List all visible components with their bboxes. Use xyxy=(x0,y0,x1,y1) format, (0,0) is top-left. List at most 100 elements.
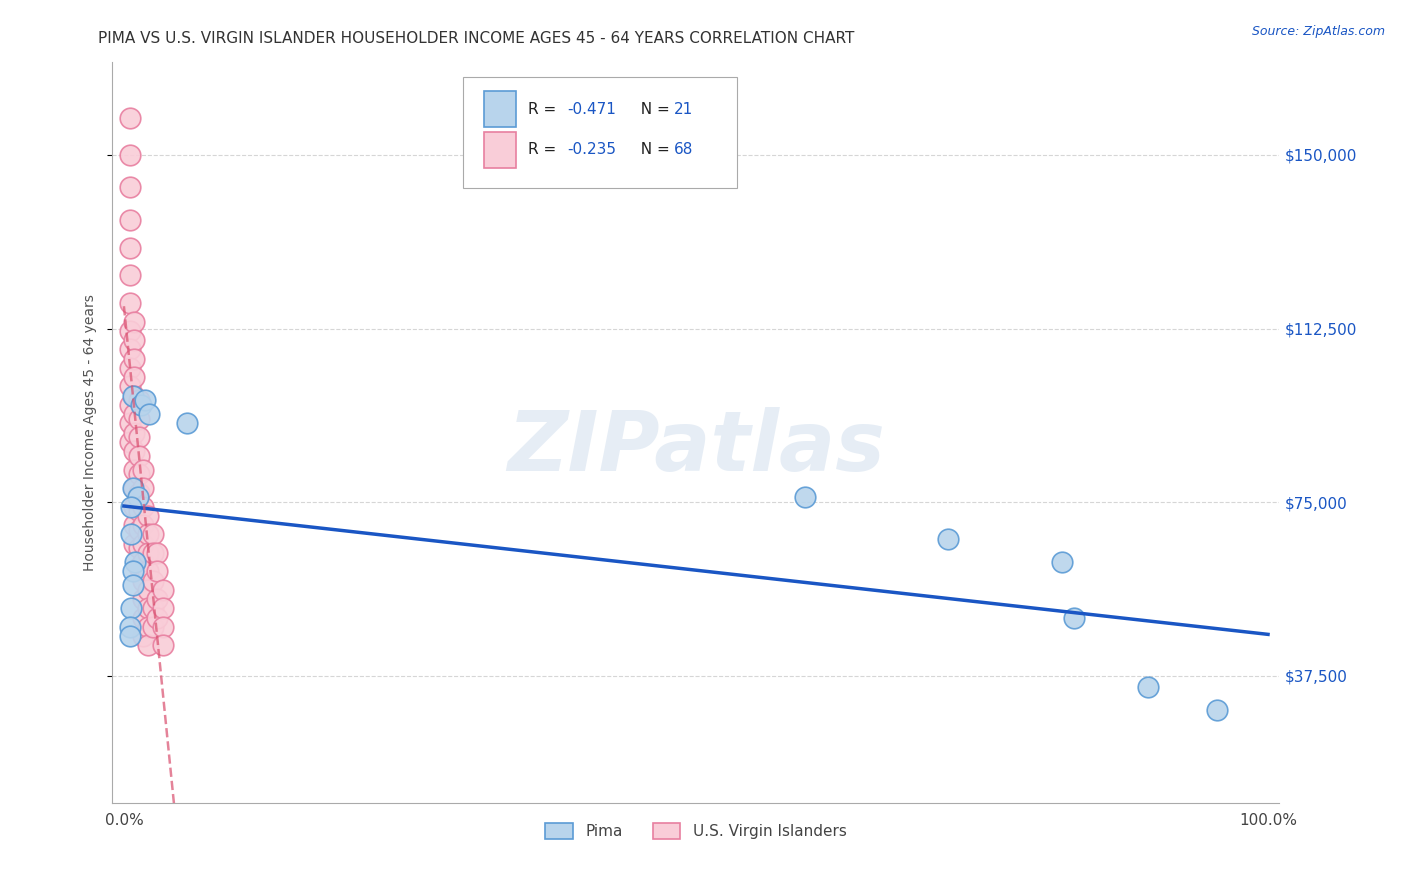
Point xyxy=(132,536,155,550)
Point xyxy=(118,148,141,162)
Point xyxy=(127,491,149,505)
Point xyxy=(136,639,159,653)
Point xyxy=(132,518,155,533)
Point xyxy=(122,351,145,366)
Point xyxy=(134,393,156,408)
Point xyxy=(1205,703,1227,717)
Point xyxy=(152,601,174,615)
Point xyxy=(118,620,141,634)
Text: -0.235: -0.235 xyxy=(568,143,617,157)
Point xyxy=(120,601,142,615)
Point xyxy=(120,527,142,541)
Point xyxy=(136,601,159,615)
Text: PIMA VS U.S. VIRGIN ISLANDER HOUSEHOLDER INCOME AGES 45 - 64 YEARS CORRELATION C: PIMA VS U.S. VIRGIN ISLANDER HOUSEHOLDER… xyxy=(98,31,855,46)
Point xyxy=(118,360,141,375)
Point xyxy=(122,388,145,402)
Point xyxy=(122,370,145,384)
Point xyxy=(122,518,145,533)
Point xyxy=(118,212,141,227)
Text: N =: N = xyxy=(631,102,675,117)
Point xyxy=(146,610,169,624)
Point xyxy=(128,449,150,463)
Point xyxy=(118,379,141,393)
Point xyxy=(122,536,145,550)
Point xyxy=(128,523,150,537)
Point xyxy=(118,240,141,254)
Point xyxy=(122,425,145,440)
Point xyxy=(136,620,159,634)
Point xyxy=(122,333,145,347)
Point xyxy=(118,343,141,357)
Point xyxy=(122,314,145,328)
Text: -0.471: -0.471 xyxy=(568,102,616,117)
Point xyxy=(132,592,155,607)
Point xyxy=(152,620,174,634)
Point xyxy=(136,582,159,597)
Point xyxy=(132,629,155,643)
Point xyxy=(128,467,150,482)
Point xyxy=(132,500,155,514)
Point xyxy=(128,430,150,444)
FancyBboxPatch shape xyxy=(463,78,737,188)
Point xyxy=(128,393,150,408)
Point xyxy=(128,559,150,574)
Point xyxy=(1136,680,1159,694)
Point xyxy=(138,407,160,421)
Point xyxy=(132,574,155,588)
Point xyxy=(129,398,152,412)
Point xyxy=(152,582,174,597)
Point xyxy=(128,504,150,518)
Point xyxy=(118,629,141,643)
Point xyxy=(936,532,959,546)
Point xyxy=(122,578,145,592)
Point xyxy=(136,565,159,579)
Point xyxy=(118,398,141,412)
Y-axis label: Householder Income Ages 45 - 64 years: Householder Income Ages 45 - 64 years xyxy=(83,294,97,571)
Text: R =: R = xyxy=(527,143,561,157)
Point xyxy=(141,546,163,560)
Point xyxy=(132,610,155,624)
Text: 68: 68 xyxy=(673,143,693,157)
Point xyxy=(141,620,163,634)
Text: Source: ZipAtlas.com: Source: ZipAtlas.com xyxy=(1251,25,1385,38)
Text: N =: N = xyxy=(631,143,675,157)
Point xyxy=(136,546,159,560)
Point xyxy=(122,565,145,579)
Point xyxy=(176,417,198,431)
Point xyxy=(118,324,141,338)
Point xyxy=(122,407,145,421)
Point xyxy=(122,388,145,402)
Point xyxy=(122,444,145,458)
Point xyxy=(146,546,169,560)
Point xyxy=(152,639,174,653)
Point xyxy=(132,462,155,476)
Text: R =: R = xyxy=(527,102,561,117)
Text: ZIPatlas: ZIPatlas xyxy=(508,407,884,488)
FancyBboxPatch shape xyxy=(484,91,516,127)
Point xyxy=(146,565,169,579)
Point xyxy=(136,527,159,541)
Text: 21: 21 xyxy=(673,102,693,117)
FancyBboxPatch shape xyxy=(484,132,516,168)
Point xyxy=(146,592,169,607)
Point xyxy=(136,508,159,523)
Point xyxy=(132,481,155,495)
Point xyxy=(793,491,815,505)
Point xyxy=(118,268,141,283)
Point xyxy=(118,180,141,194)
Point xyxy=(128,541,150,556)
Point xyxy=(120,500,142,514)
Point xyxy=(141,527,163,541)
Point xyxy=(1050,555,1073,569)
Point xyxy=(122,500,145,514)
Point xyxy=(132,555,155,569)
Point xyxy=(122,481,145,495)
Point xyxy=(1063,610,1085,624)
Point xyxy=(118,417,141,431)
Point xyxy=(124,555,146,569)
Point xyxy=(122,462,145,476)
Point xyxy=(128,485,150,500)
Legend: Pima, U.S. Virgin Islanders: Pima, U.S. Virgin Islanders xyxy=(537,815,855,847)
Point xyxy=(141,574,163,588)
Point xyxy=(118,111,141,125)
